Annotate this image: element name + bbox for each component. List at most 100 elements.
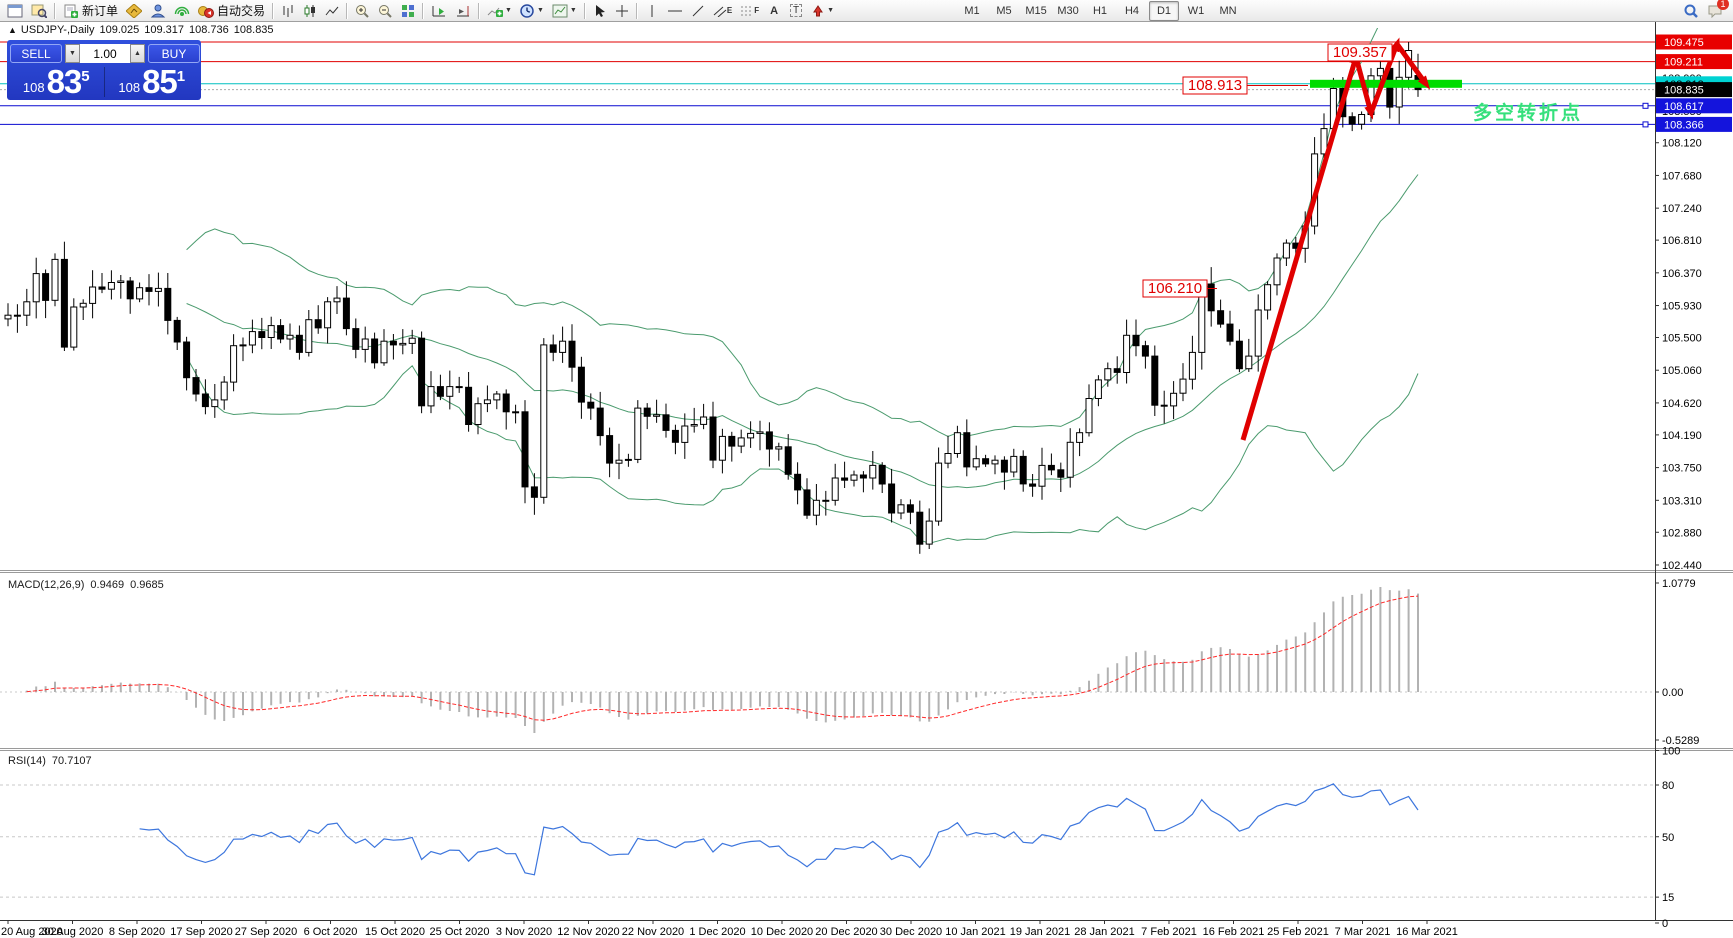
date-tick: 16 Mar 2021	[1396, 926, 1458, 938]
pane-divider[interactable]	[0, 570, 1733, 573]
timeframe-h4[interactable]: H4	[1124, 4, 1140, 17]
date-tick: 22 Nov 2020	[622, 926, 684, 938]
arrows-tool-icon[interactable]: ▼	[808, 1, 837, 21]
price-tick: 105.060	[1662, 365, 1702, 377]
search-icon[interactable]	[1680, 1, 1702, 21]
cursor-icon[interactable]	[590, 1, 610, 21]
volume-increase-button[interactable]: ▲	[130, 44, 145, 63]
collapse-icon[interactable]: ▲	[8, 25, 17, 35]
timeframe-d1[interactable]: D1	[1149, 0, 1180, 21]
rsi-axis[interactable]: 100 80 50 15 0	[1655, 746, 1680, 931]
trend-arrow[interactable]	[1394, 42, 1431, 90]
note-text[interactable]: 多空转折点	[1473, 101, 1583, 124]
macd-label: MACD(12,26,9) 0.9469 0.9685	[8, 579, 164, 591]
text-icon[interactable]: A	[770, 4, 779, 17]
horizontal-line-icon[interactable]	[664, 1, 686, 21]
rsi-tick: 100	[1662, 746, 1680, 758]
indicators-icon[interactable]: ▼	[484, 1, 515, 21]
toolbar-separator	[478, 2, 481, 19]
new-order-label: 新订单	[82, 4, 119, 18]
sell-button[interactable]: SELL	[10, 44, 62, 63]
line-handle[interactable]	[1642, 121, 1649, 128]
chart-background	[0, 22, 1733, 938]
templates-icon[interactable]: ▼	[549, 1, 580, 21]
trend-arrow[interactable]	[1368, 37, 1400, 114]
rsi-label: RSI(14) 70.7107	[8, 755, 92, 767]
navigator-icon[interactable]	[147, 1, 169, 21]
new-chart-icon[interactable]	[123, 1, 145, 21]
annotation-price-label[interactable]: 108.913	[1182, 76, 1308, 95]
text-label-icon[interactable]: T	[786, 1, 806, 21]
line-chart-icon[interactable]	[322, 1, 342, 21]
new-order-button[interactable]: 新订单	[60, 1, 121, 21]
chart-window-icon[interactable]	[4, 1, 26, 21]
arrows-dropdown-icon: ▼	[827, 7, 835, 14]
signals-icon[interactable]	[171, 1, 193, 21]
date-tick: 20 Aug 2020	[1, 926, 63, 938]
auto-scroll-icon[interactable]	[428, 1, 450, 21]
candlestick-chart-icon[interactable]	[300, 1, 320, 21]
buy-button[interactable]: BUY	[148, 44, 200, 63]
date-tick: 8 Sep 2020	[109, 926, 165, 938]
macd-histogram	[25, 587, 1419, 733]
periods-dropdown-icon: ▼	[536, 7, 544, 14]
timeframe-m15[interactable]: M15	[1025, 4, 1047, 17]
timeframe-mn[interactable]: MN	[1219, 4, 1237, 17]
axis-flag-109.211	[1656, 54, 1732, 70]
main-toolbar: 新订单 自动交易	[0, 0, 1733, 22]
data-window-icon[interactable]	[28, 1, 50, 21]
tile-windows-icon[interactable]	[398, 1, 418, 21]
notification-badge: 1	[1717, 0, 1729, 10]
timeframe-m30[interactable]: M30	[1057, 4, 1079, 17]
price-tick: 107.240	[1662, 203, 1702, 215]
support-bar[interactable]	[1310, 79, 1462, 88]
macd-pane	[0, 587, 1655, 733]
date-tick: 28 Jan 2021	[1074, 926, 1135, 938]
vertical-line-icon[interactable]	[642, 1, 662, 21]
volume-decrease-button[interactable]: ▼	[65, 44, 80, 63]
date-tick: 16 Feb 2021	[1203, 926, 1265, 938]
volume-input[interactable]	[80, 44, 130, 63]
macd-tick: 0.00	[1662, 687, 1683, 699]
chart-info-line: ▲ USDJPY-,Daily 109.025 109.317 108.736 108.8…	[8, 24, 279, 36]
autotrading-label: 自动交易	[217, 4, 266, 18]
periods-clock-icon[interactable]: ▼	[517, 1, 547, 21]
timeframe-w1[interactable]: W1	[1187, 4, 1205, 17]
macd-axis[interactable]: 1.0779 0.00 -0.5289	[1655, 578, 1699, 747]
chart-shift-icon[interactable]	[452, 1, 474, 21]
bollinger-lower	[186, 356, 1419, 544]
trend-zigzag-arrows[interactable]	[1240, 37, 1431, 441]
trend-arrow[interactable]	[1240, 50, 1359, 441]
trendline-icon[interactable]	[688, 1, 708, 21]
annotation-price-label[interactable]: 106.210	[1142, 279, 1217, 298]
trend-arrow[interactable]	[1353, 56, 1375, 120]
autotrading-button[interactable]: 自动交易	[195, 1, 268, 21]
indicators-dropdown-icon: ▼	[505, 7, 512, 14]
notifications-icon[interactable]: 1	[1704, 0, 1729, 21]
axis-flag-108.366	[1656, 116, 1732, 132]
svg-text:109.357: 109.357	[1333, 44, 1387, 61]
price-tick: 102.880	[1662, 527, 1702, 539]
bid-price: 108 83 5	[22, 63, 90, 100]
macd-signal-line	[26, 595, 1419, 721]
axis-flag-108.835	[1656, 82, 1732, 98]
zoom-out-icon[interactable]	[375, 1, 396, 21]
bar-chart-icon[interactable]	[278, 1, 298, 21]
chart-canvas[interactable]: 109.430108.990108.550108.120107.680107.2…	[0, 22, 1733, 938]
svg-text:108.617: 108.617	[1664, 101, 1704, 113]
axes	[0, 22, 1733, 921]
date-tick: 20 Dec 2020	[815, 926, 877, 938]
timeframe-h1[interactable]: H1	[1092, 4, 1108, 17]
equidistant-channel-icon[interactable]: E	[710, 1, 735, 21]
crosshair-icon[interactable]	[612, 1, 632, 21]
line-handle[interactable]	[1642, 102, 1649, 109]
macd-tick: 1.0779	[1662, 578, 1696, 590]
timeframe-m5[interactable]: M5	[996, 4, 1012, 17]
pane-divider[interactable]	[0, 748, 1733, 751]
fibonacci-icon[interactable]: F	[737, 1, 762, 21]
zoom-in-icon[interactable]	[352, 1, 373, 21]
annotation-price-label[interactable]: 109.357	[1327, 43, 1393, 62]
chart-symbol-period: USDJPY-,Daily	[20, 24, 95, 36]
timeframe-m1[interactable]: M1	[964, 4, 980, 17]
